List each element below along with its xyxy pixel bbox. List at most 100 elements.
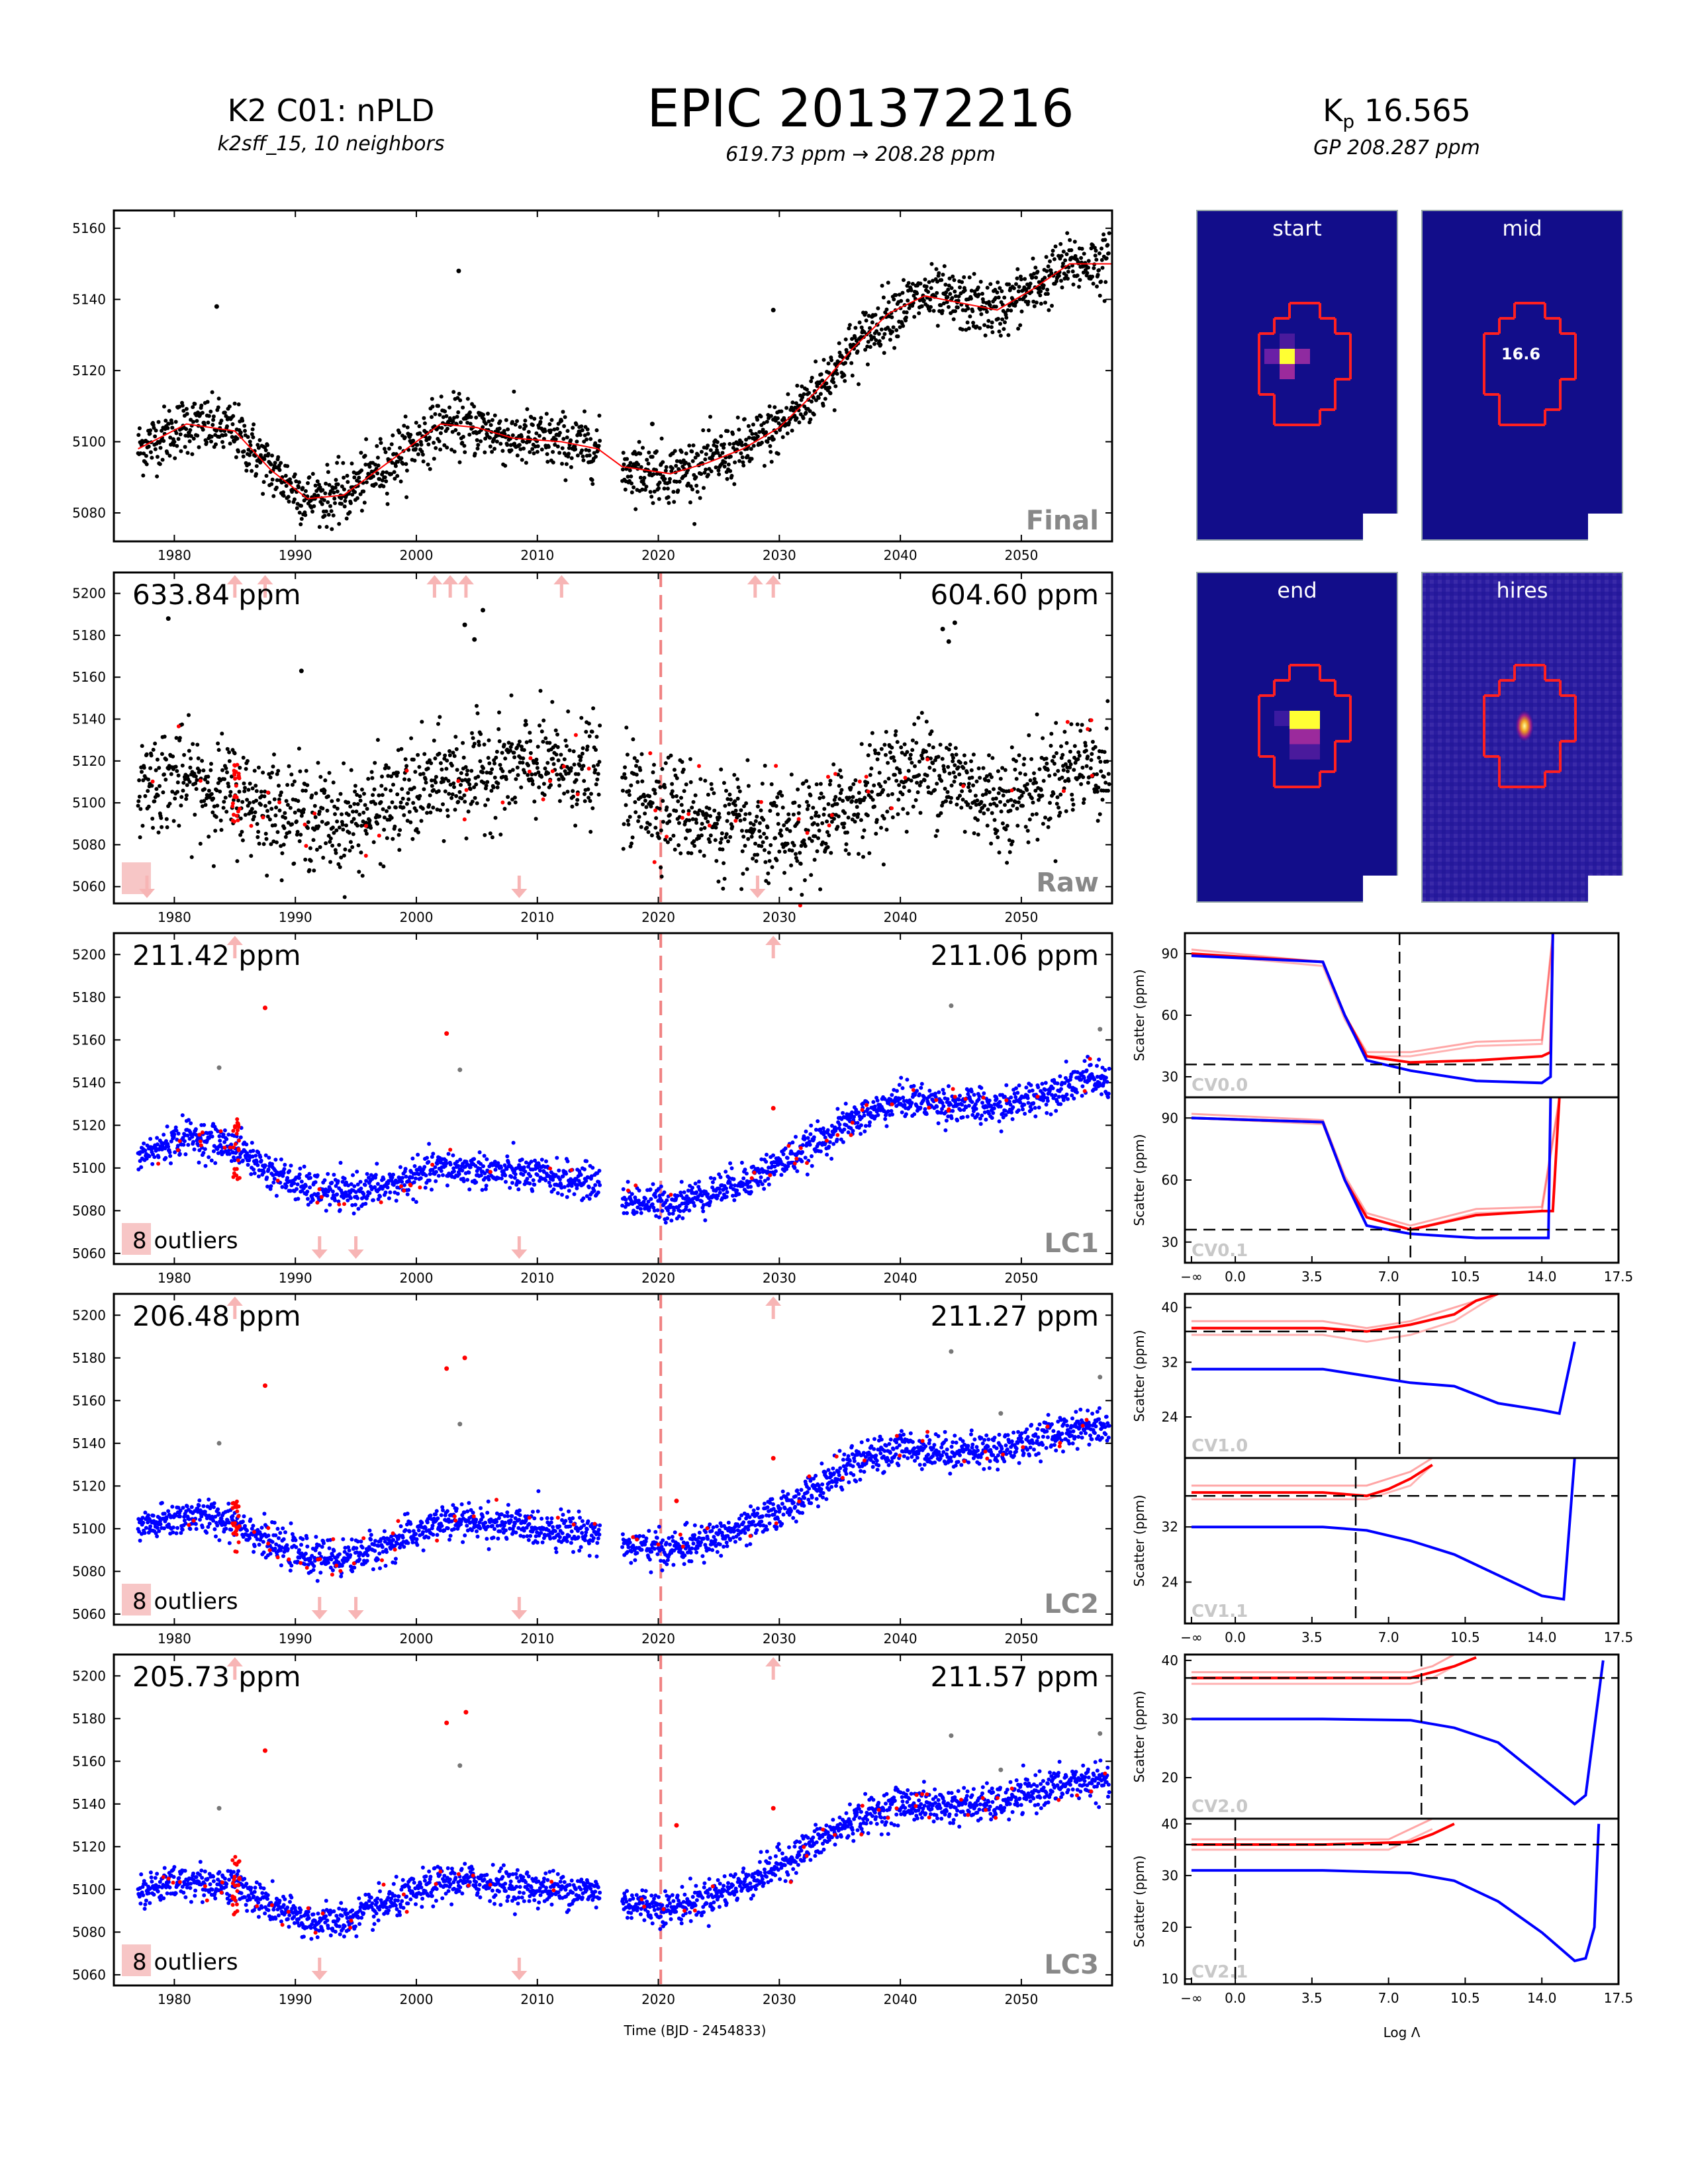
data-point [253,810,258,815]
data-point [850,337,854,341]
data-point [894,293,898,297]
data-point [628,461,633,465]
data-point [819,792,823,796]
data-point [320,819,324,824]
data-point [174,736,179,740]
data-point [456,432,461,436]
data-point [549,418,554,422]
data-point [935,782,939,786]
data-point [336,797,340,802]
data-point [238,1155,242,1160]
data-point [933,834,938,839]
outlier-up-arrow-head [257,575,273,584]
data-point [808,409,812,414]
data-point [594,455,598,459]
data-point [504,1179,508,1184]
data-point [975,798,980,803]
data-point [707,806,712,811]
data-point [864,318,868,323]
data-point [228,790,233,794]
data-point [510,420,514,424]
data-point [483,803,488,807]
data-point [807,837,812,841]
data-point [551,1187,556,1192]
data-point [479,732,483,737]
data-point [647,794,652,799]
data-point [890,315,894,320]
data-point [209,792,214,796]
data-point [514,777,518,782]
data-point [816,836,820,841]
data-point [483,1171,487,1175]
data-point [738,818,743,823]
data-point [164,1156,168,1160]
data-point [996,280,1000,285]
data-point [758,835,763,839]
data-point [649,1197,653,1201]
data-point [461,741,465,745]
data-point [265,1184,269,1189]
data-point [916,715,921,720]
data-point [679,803,684,807]
data-point [497,739,502,743]
data-point [443,753,447,758]
data-point [488,435,492,440]
data-point [876,306,880,310]
data-point [999,809,1004,814]
data-point [749,428,753,433]
data-point [645,825,649,830]
y-tick-label: 5080 [72,1203,106,1218]
data-point [324,481,328,486]
data-point [853,326,858,330]
data-point [622,462,626,467]
data-point [316,760,320,765]
data-point [326,500,330,504]
data-point [383,450,388,455]
data-point [453,735,458,739]
data-point [681,809,686,813]
data-point [1096,819,1100,823]
data-point [571,749,576,754]
data-point [810,815,814,820]
data-point [235,859,240,864]
data-point [422,1165,427,1169]
data-point [479,1173,483,1177]
data-point [986,807,990,812]
data-point [400,787,404,792]
data-point [454,794,459,798]
data-point [865,813,870,818]
data-point [919,304,924,308]
data-point [187,439,192,443]
data-point [250,807,254,811]
outlier-point [946,639,951,644]
data-point [481,412,485,417]
data-point [890,792,894,796]
data-point [828,778,833,783]
data-point [1000,289,1004,293]
data-point [759,844,764,848]
data-point [892,758,897,763]
data-point [492,413,497,418]
data-point [976,766,981,770]
data-point [1064,809,1068,813]
data-point [510,1181,514,1185]
data-point [791,408,796,413]
data-point [1086,259,1091,263]
data-point [811,805,816,810]
data-point [796,811,801,815]
data-point [1033,788,1038,793]
data-point [929,261,934,266]
data-point [497,710,501,715]
data-point [791,812,796,817]
data-point [570,804,575,809]
data-point [686,809,691,813]
x-tick-label: 1990 [279,1270,312,1286]
data-point [688,757,692,761]
x-tick-label: 2040 [884,547,917,563]
data-point [498,419,502,424]
data-point [909,288,914,293]
data-point [430,1187,434,1192]
data-point [136,799,141,803]
data-point [987,753,991,758]
data-point [322,1178,327,1183]
